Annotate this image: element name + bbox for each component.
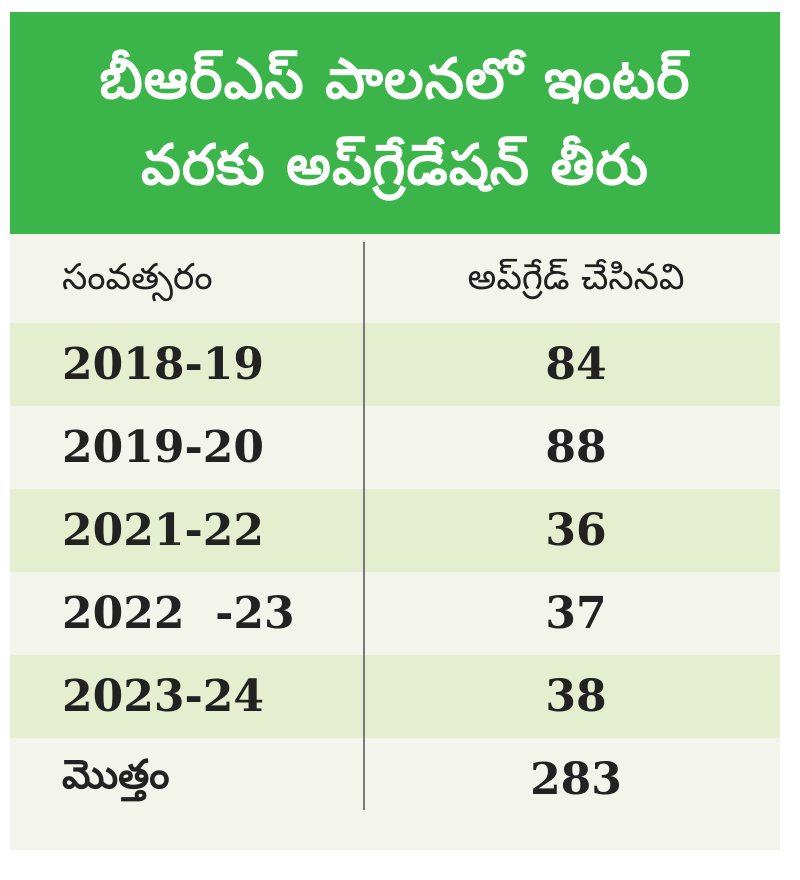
table-row: 2019-20 88 bbox=[10, 406, 780, 489]
count-cell: 37 bbox=[545, 588, 607, 639]
table-header: బీఆర్‌ఎస్ పాలనలో ఇంటర్ వరకు అప్‌గ్రేడేషన… bbox=[10, 12, 780, 234]
total-count: 283 bbox=[530, 754, 622, 805]
table-row: 2023-24 38 bbox=[10, 655, 780, 738]
count-cell: 38 bbox=[545, 671, 607, 722]
total-row: మొత్తం 283 bbox=[10, 738, 780, 821]
count-cell: 88 bbox=[545, 422, 607, 473]
table-row: 2021-22 36 bbox=[10, 489, 780, 572]
table-row: 2022 -23 37 bbox=[10, 572, 780, 655]
count-cell: 36 bbox=[545, 505, 607, 556]
count-cell: 84 bbox=[545, 339, 607, 390]
year-cell: 2022 -23 bbox=[62, 588, 295, 639]
title-line-2: వరకు అప్‌గ్రేడేషన్ తీరు bbox=[141, 133, 649, 198]
year-cell: 2021-22 bbox=[62, 505, 264, 556]
column-header-row: సంవత్సరం అప్‌గ్రేడ్ చేసినవి bbox=[10, 240, 780, 323]
column-header-upgraded: అప్‌గ్రేడ్ చేసినవి bbox=[467, 256, 685, 298]
year-cell: 2019-20 bbox=[62, 422, 264, 473]
column-header-year: సంవత్సరం bbox=[62, 256, 213, 298]
year-cell: 2018-19 bbox=[62, 339, 264, 390]
title-line-1: బీఆర్‌ఎస్ పాలనలో ఇంటర్ bbox=[99, 47, 691, 112]
table-row: 2018-19 84 bbox=[10, 323, 780, 406]
total-label: మొత్తం bbox=[62, 751, 170, 798]
year-cell: 2023-24 bbox=[62, 671, 264, 722]
data-table: సంవత్సరం అప్‌గ్రేడ్ చేసినవి 2018-19 84 2… bbox=[10, 240, 780, 821]
column-divider bbox=[363, 242, 365, 810]
